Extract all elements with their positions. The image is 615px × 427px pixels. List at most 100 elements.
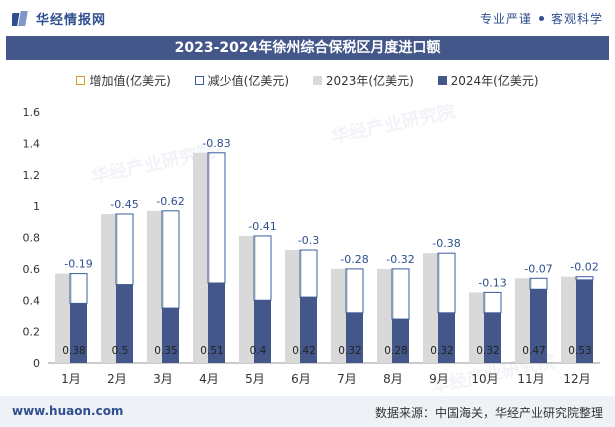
bar-2023 <box>193 152 210 363</box>
decrease-label: -0.32 <box>386 253 414 266</box>
legend-swatch-2024 <box>437 76 447 85</box>
y-tick-label: 0.2 <box>23 326 41 339</box>
x-tick-label: 3月 <box>153 372 173 386</box>
decrease-label: -0.3 <box>298 234 319 247</box>
x-tick-label: 4月 <box>199 372 219 386</box>
bar-2023 <box>515 278 532 363</box>
value-label-2024: 0.28 <box>384 345 407 357</box>
y-tick-label: 0.8 <box>23 232 41 245</box>
bar-2023 <box>147 210 164 363</box>
bar-2024 <box>116 284 133 363</box>
legend-label-increase: 增加值(亿美元) <box>89 74 171 88</box>
bar-2024 <box>208 282 225 363</box>
value-label-2024: 0.32 <box>430 345 453 357</box>
value-label-2024: 0.38 <box>62 345 85 357</box>
decrease-label: -0.19 <box>64 258 92 271</box>
bar-2024 <box>254 300 271 363</box>
bar-decrease <box>575 276 594 281</box>
decrease-label: -0.02 <box>570 261 598 274</box>
bar-decrease <box>115 213 134 286</box>
legend-item-decrease: 减少值(亿美元) <box>194 72 290 89</box>
legend-label-decrease: 减少值(亿美元) <box>207 74 290 88</box>
x-tick-label: 5月 <box>245 372 265 386</box>
bar-2024 <box>346 312 363 363</box>
y-tick-label: 0.6 <box>23 263 41 276</box>
bar-decrease <box>69 273 88 304</box>
bar-decrease <box>529 277 548 290</box>
y-tick-label: 1 <box>33 200 40 213</box>
chart-title: 2023-2024年徐州综合保税区月度进口额 <box>6 36 609 60</box>
tagline-dot-icon <box>538 16 544 21</box>
value-label-2024: 0.47 <box>522 345 545 357</box>
decrease-label: -0.45 <box>110 198 138 211</box>
legend-swatch-2023 <box>312 76 322 85</box>
footer-source: 数据来源：中国海关，华经产业研究院整理 <box>374 406 603 420</box>
bar-decrease <box>299 249 318 298</box>
y-tick-label: 1.4 <box>23 137 41 150</box>
brand-logo-icon <box>12 10 28 26</box>
bar-decrease <box>437 252 456 314</box>
bar-2023 <box>239 235 256 363</box>
decrease-label: -0.28 <box>340 253 368 266</box>
footer-website[interactable]: www.huaon.com <box>12 404 124 418</box>
legend-item-2024: 2024年(亿美元) <box>437 72 539 89</box>
y-tick-label: 0 <box>33 357 40 370</box>
bar-decrease <box>207 152 226 284</box>
value-label-2024: 0.53 <box>568 345 591 357</box>
bar-2023 <box>101 213 118 363</box>
bar-decrease <box>345 268 364 314</box>
bar-2023 <box>423 253 440 363</box>
legend-item-increase: 增加值(亿美元) <box>76 72 171 89</box>
bar-2024 <box>162 308 179 363</box>
bar-2023 <box>55 273 72 363</box>
bar-2023 <box>331 268 348 363</box>
value-label-2024: 0.32 <box>476 345 499 357</box>
y-tick-label: 0.4 <box>23 294 41 307</box>
brand: 华经情报网 <box>12 9 106 28</box>
decrease-label: -0.38 <box>432 237 460 250</box>
x-tick-label: 1月 <box>61 372 81 386</box>
tagline-right: 客观科学 <box>550 12 603 26</box>
decrease-label: -0.62 <box>156 195 184 208</box>
footer: www.huaon.com 数据来源：中国海关，华经产业研究院整理 <box>0 396 615 427</box>
decrease-label: -0.41 <box>248 220 276 233</box>
y-tick-label: 1.2 <box>23 169 41 182</box>
x-tick-label: 2月 <box>107 372 127 386</box>
x-tick-label: 12月 <box>563 372 590 386</box>
x-tick-label: 8月 <box>383 372 403 386</box>
top-bar: 华经情报网 专业严谨 客观科学 <box>0 0 615 36</box>
x-tick-label: 9月 <box>429 372 449 386</box>
chart-plot: 0 0.2 0.4 0.6 0.8 1 1.2 1.4 1.6 -0.19 0.38 1月 -0.45 0… <box>23 106 600 386</box>
y-tick-label: 1.6 <box>23 106 41 119</box>
bar-2024 <box>300 297 317 363</box>
decrease-label: -0.07 <box>524 262 552 275</box>
bar-2024 <box>576 279 593 363</box>
x-tick-label: 11月 <box>517 372 544 386</box>
decrease-label: -0.13 <box>478 276 506 289</box>
bar-decrease <box>161 210 180 309</box>
tagline-left: 专业严谨 <box>479 12 532 26</box>
value-label-2024: 0.32 <box>338 345 361 357</box>
x-tick-label: 10月 <box>471 372 498 386</box>
bar-decrease <box>253 235 272 301</box>
value-label-2024: 0.51 <box>200 345 223 357</box>
legend-label-2023: 2023年(亿美元) <box>325 74 414 88</box>
bar-2024 <box>438 312 455 363</box>
bar-2023 <box>561 276 578 363</box>
bar-2023 <box>377 268 394 363</box>
bar-2023 <box>469 292 486 363</box>
value-label-2024: 0.42 <box>292 345 315 357</box>
bar-2024 <box>70 303 87 363</box>
value-label-2024: 0.4 <box>250 345 267 357</box>
bar-2024 <box>530 289 547 363</box>
bar-2024 <box>484 312 501 363</box>
tagline: 专业严谨 客观科学 <box>480 10 603 27</box>
bar-2024 <box>392 319 409 363</box>
bar-2023 <box>285 250 302 363</box>
legend-item-2023: 2023年(亿美元) <box>312 72 414 89</box>
bar-decrease <box>391 268 410 320</box>
bar-decrease <box>483 291 502 314</box>
decrease-label: -0.83 <box>202 137 230 150</box>
x-tick-label: 6月 <box>291 372 311 386</box>
legend-swatch-decrease <box>194 76 204 85</box>
